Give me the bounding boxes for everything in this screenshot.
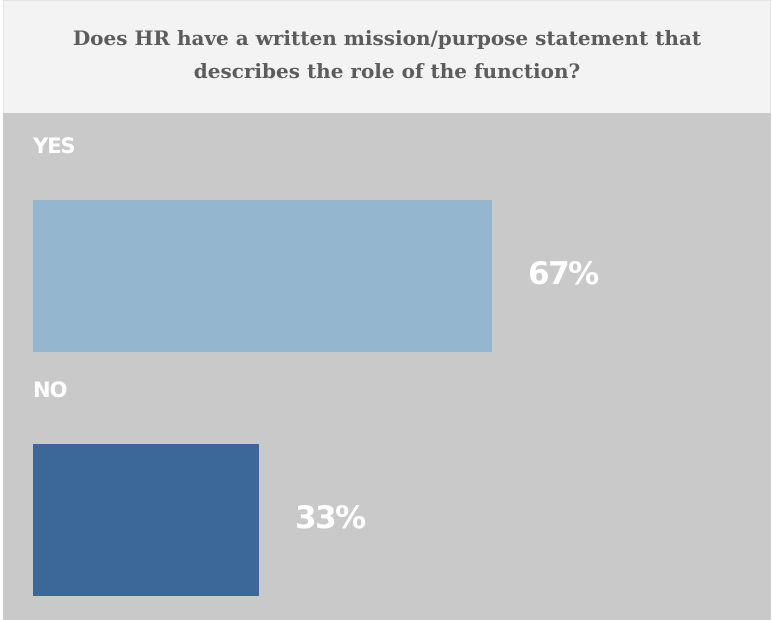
value-label-no: 33% [295,500,366,536]
category-label-no: NO [33,378,67,402]
chart-card: Does HR have a written mission/purpose s… [3,0,771,620]
value-label-yes: 67% [528,256,599,292]
chart-plot-area: YES 67% NO 33% [3,113,771,620]
category-label-yes: YES [33,134,76,158]
chart-header: Does HR have a written mission/purpose s… [3,0,771,113]
bar-yes [33,200,492,352]
bar-no [33,444,259,596]
chart-title: Does HR have a written mission/purpose s… [72,26,702,83]
